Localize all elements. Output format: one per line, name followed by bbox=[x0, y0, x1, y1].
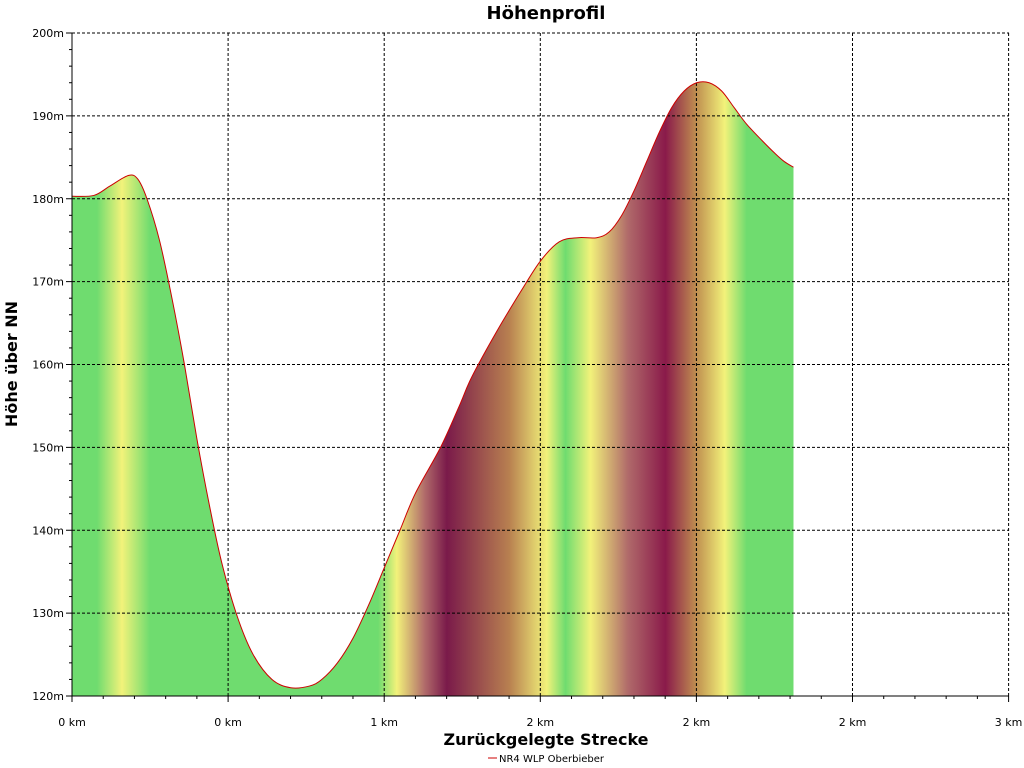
x-tick-label: 1 km bbox=[370, 716, 398, 729]
y-axis-label: Höhe über NN bbox=[2, 301, 21, 427]
y-tick-label: 150m bbox=[32, 441, 64, 454]
x-axis-ticks: 0 km 0 km 1 km 2 km 2 km 2 km 3 km bbox=[58, 696, 1022, 729]
x-tick-label: 2 km bbox=[683, 716, 711, 729]
chart-title: Höhenprofil bbox=[487, 3, 606, 24]
y-tick-label: 120m bbox=[32, 690, 64, 703]
y-axis-ticks: 120m 130m 140m 150m 160m 170m 180m 190m 200m bbox=[32, 27, 72, 703]
legend-label: NR4 WLP Oberbieber bbox=[499, 754, 605, 765]
y-tick-label: 180m bbox=[32, 193, 64, 206]
y-tick-label: 130m bbox=[32, 607, 64, 620]
plot-area bbox=[71, 32, 1010, 697]
y-tick-label: 190m bbox=[32, 110, 64, 123]
x-tick-label: 2 km bbox=[527, 716, 555, 729]
y-tick-label: 160m bbox=[32, 359, 64, 372]
x-tick-label: 0 km bbox=[58, 716, 86, 729]
x-tick-label: 0 km bbox=[214, 716, 242, 729]
y-tick-label: 200m bbox=[32, 27, 64, 40]
x-axis-label: Zurückgelegte Strecke bbox=[443, 730, 648, 749]
x-tick-label: 3 km bbox=[995, 716, 1023, 729]
y-tick-label: 140m bbox=[32, 524, 64, 537]
grid-lines bbox=[71, 32, 1010, 697]
y-tick-label: 170m bbox=[32, 276, 64, 289]
legend: NR4 WLP Oberbieber bbox=[488, 754, 605, 765]
x-tick-label: 2 km bbox=[839, 716, 867, 729]
elevation-line bbox=[71, 81, 794, 689]
elevation-area bbox=[72, 81, 794, 696]
